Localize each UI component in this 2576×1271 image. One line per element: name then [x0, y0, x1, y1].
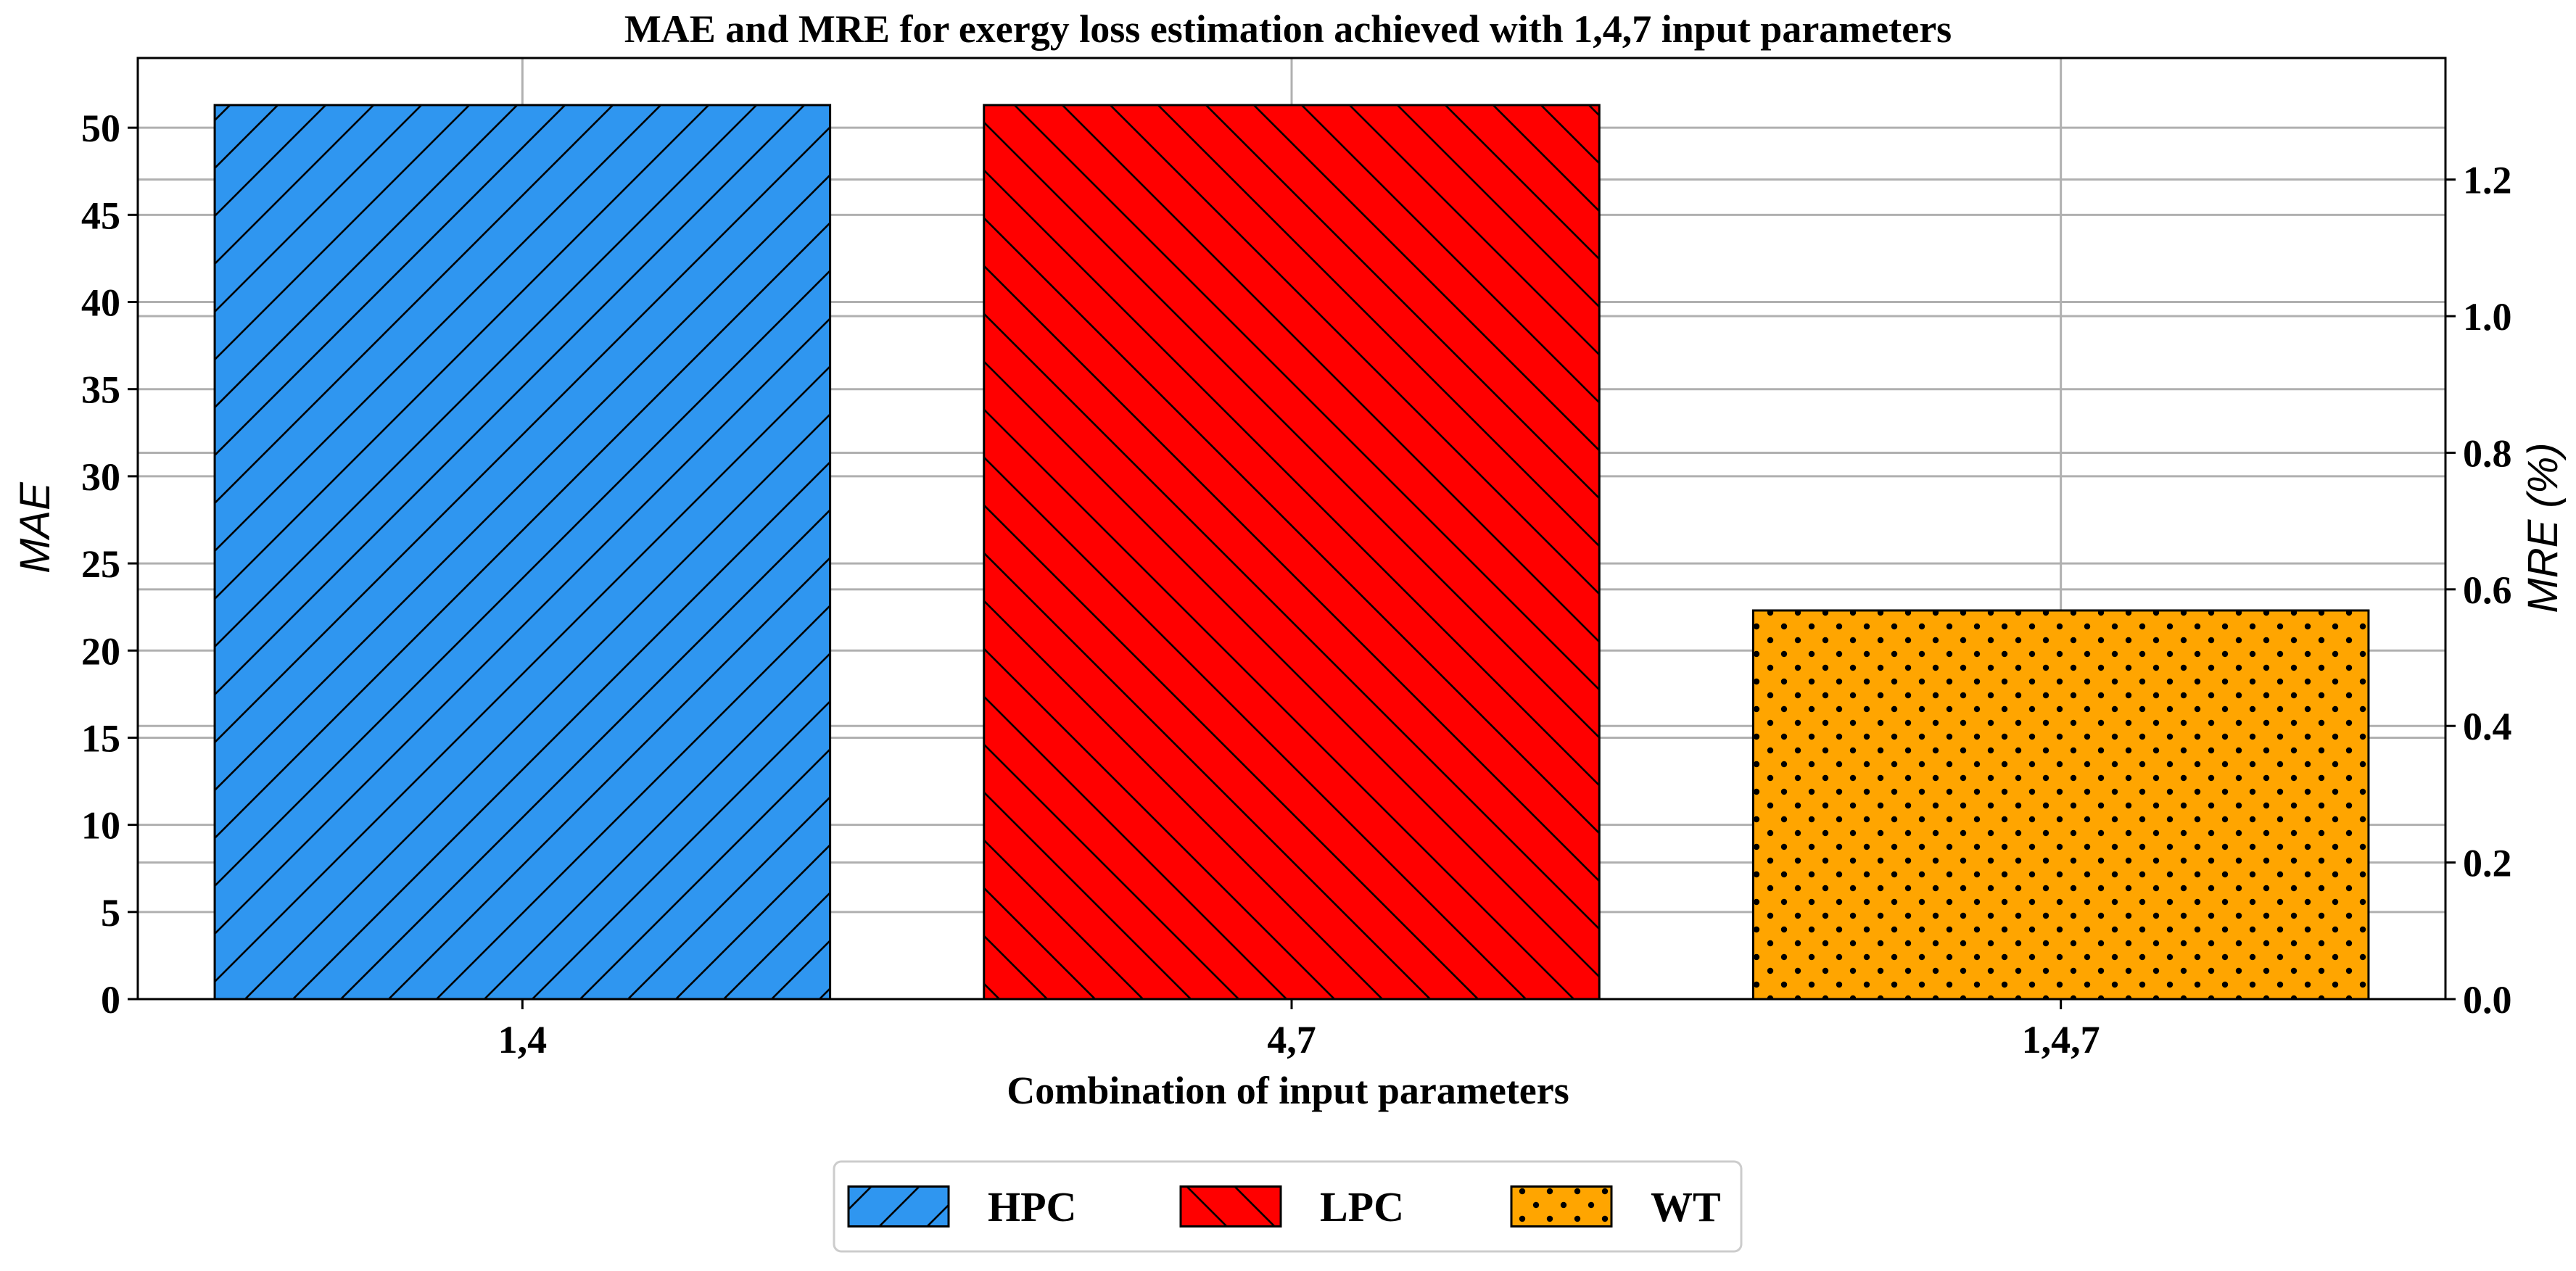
y-axis-label: MAE: [12, 481, 59, 574]
y-tick-label: 45: [81, 194, 120, 237]
legend-swatch-hatch-wt: [1510, 1185, 1613, 1227]
legend-label-lpc: LPC: [1320, 1183, 1404, 1230]
y2-tick-label: 0.6: [2463, 568, 2512, 612]
legend-label-hpc: HPC: [988, 1183, 1076, 1230]
y2-axis-label: MRE (%): [2519, 442, 2567, 613]
y2-tick-label: 1.2: [2463, 159, 2512, 202]
x-tick-label: 4,7: [1267, 1018, 1316, 1061]
legend-frame: [833, 1160, 1743, 1253]
x-tick-label: 1,4: [498, 1018, 548, 1061]
bars-layer: [213, 104, 2370, 1001]
y2-tick-label: 0.2: [2463, 842, 2512, 885]
y2-tick-label: 0.0: [2463, 978, 2512, 1022]
legend-label-wt: WT: [1651, 1183, 1721, 1230]
y-tick-label: 10: [81, 804, 120, 848]
y-tick-label: 35: [81, 368, 120, 412]
chart-title: MAE and MRE for exergy loss estimation a…: [624, 7, 1952, 51]
x-tick-label: 1,4,7: [2022, 1018, 2100, 1061]
bar-hatch-wt: [1751, 609, 2370, 1001]
x-axis-label: Combination of input parameters: [1007, 1069, 1569, 1112]
y2-tick-label: 1.0: [2463, 295, 2512, 339]
legend-swatch-hatch-hpc: [847, 1185, 950, 1227]
y-tick-label: 0: [101, 978, 120, 1022]
y-tick-label: 25: [81, 542, 120, 586]
y-tick-label: 50: [81, 107, 120, 150]
y2-tick-label: 0.4: [2463, 705, 2512, 748]
y-tick-label: 30: [81, 455, 120, 499]
y-tick-label: 15: [81, 716, 120, 760]
y-tick-label: 40: [81, 281, 120, 325]
bar-hatch-lpc: [983, 104, 1601, 1001]
legend-entry-wt: WT: [1510, 1183, 1721, 1230]
bar-hatch-hpc: [213, 104, 832, 1001]
legend: HPC LPC WT: [833, 1160, 1743, 1253]
y-tick-label: 20: [81, 629, 120, 673]
legend-entry-lpc: LPC: [1179, 1183, 1404, 1230]
y-tick-label: 5: [101, 891, 120, 935]
y2-tick-label: 0.8: [2463, 431, 2512, 475]
legend-entry-hpc: HPC: [847, 1183, 1076, 1230]
legend-swatch-hatch-lpc: [1179, 1185, 1282, 1227]
ticks-layer: 0 5 10 15 20 25 30 35 40 45 50 0.0 0.2 0.4 0.6 0.8 1.0 1.…: [81, 107, 2512, 1061]
